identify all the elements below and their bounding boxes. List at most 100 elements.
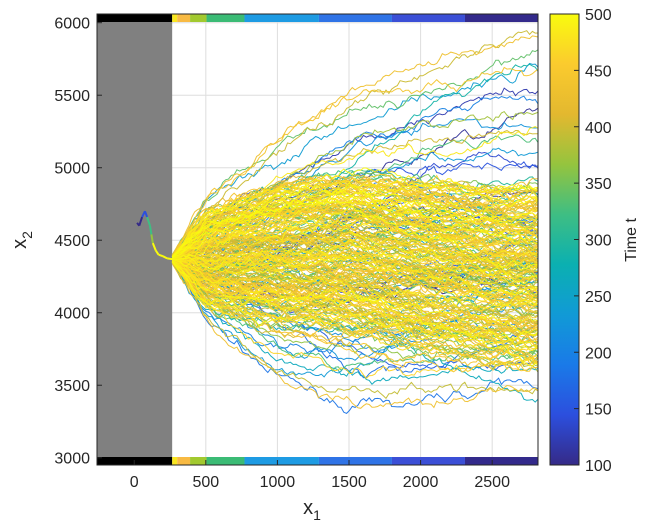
plot-frame: [96, 13, 539, 466]
x-tick-label: 1000: [260, 474, 296, 491]
trajectory-line: [171, 126, 538, 257]
trajectory-line: [171, 214, 538, 259]
trajectory-line: [171, 173, 538, 258]
y-axis-label: x2: [9, 231, 35, 249]
y-axis-ticks: 3000 3500 4000 4500 5000 5500 6000: [54, 16, 102, 468]
trajectory-line: [172, 243, 538, 280]
y-tick-label: 3000: [54, 451, 90, 468]
bottom-time-bar-segment: [206, 457, 245, 465]
trajectory-line: [171, 174, 538, 257]
bottom-time-bar-segment: [177, 457, 191, 465]
colorbar-tick-label: 400: [585, 120, 612, 137]
trajectory-line: [171, 191, 538, 260]
trajectory-line: [171, 66, 538, 256]
colorbar-tick-label: 250: [585, 289, 612, 306]
bottom-time-bar-segment: [391, 457, 465, 465]
trajectory-line: [171, 261, 538, 371]
bottom-time-bar-segment: [172, 457, 178, 465]
trajectory-line: [171, 259, 538, 298]
early-trajectory-segment: [144, 210, 149, 218]
trajectory-line: [171, 189, 538, 258]
trajectory-line: [171, 262, 538, 380]
trajectory-line: [171, 260, 538, 351]
trajectory-line: [171, 261, 538, 347]
x-tick-label: 2000: [403, 474, 439, 491]
trajectory-line: [171, 262, 538, 403]
y-tick-label: 3500: [54, 378, 90, 395]
early-trajectory-segment: [154, 249, 160, 256]
x-axis-label: x1: [303, 497, 321, 523]
colorbar-tick-label: 300: [585, 233, 612, 250]
trajectory-line: [171, 261, 538, 367]
trajectory-line: [171, 263, 538, 400]
trajectory-line: [172, 224, 538, 285]
trajectory-line: [172, 245, 538, 274]
trajectory-line: [171, 167, 538, 258]
colorbar-tick-label: 150: [585, 402, 612, 419]
top-time-bar-segment: [206, 14, 245, 22]
y-tick-label: 5500: [54, 88, 90, 105]
top-time-bar-segment: [391, 14, 465, 22]
bottom-time-bar-segment: [464, 457, 538, 465]
colorbar-tick-label: 200: [585, 345, 612, 362]
shaded-region: [97, 14, 173, 465]
top-time-bar-segment: [172, 14, 178, 22]
early-trajectory-segment: [162, 255, 168, 260]
trajectory-line: [172, 251, 538, 291]
trajectory-line: [171, 198, 538, 271]
y-tick-label: 4500: [54, 233, 90, 250]
trajectory-line: [172, 245, 538, 264]
x-axis-ticks: 0 500 1000 1500 2000 2500: [130, 460, 510, 491]
trajectory-line: [171, 260, 538, 329]
trajectory-line: [172, 256, 538, 297]
trajectory-line: [172, 238, 538, 279]
trajectory-line: [171, 35, 538, 256]
colorbar-tick-label: 100: [585, 458, 612, 475]
trajectory-line: [171, 261, 538, 370]
trajectory-line: [171, 263, 538, 409]
bottom-time-bar-segment: [318, 457, 392, 465]
early-trajectory-segment: [151, 242, 157, 251]
shaded-region-rect: [97, 14, 173, 465]
trajectory-line: [172, 200, 538, 259]
trajectory-line: [171, 261, 538, 357]
early-trajectory-segment: [150, 234, 154, 244]
early-trajectory-segment: [146, 216, 151, 227]
trajectory-line: [171, 188, 538, 258]
bottom-time-bar-segment: [244, 457, 319, 465]
trajectory-lines: [136, 30, 538, 414]
x-tick-label: 2500: [474, 474, 510, 491]
trajectory-line: [171, 261, 538, 364]
x-tick-label: 1500: [331, 474, 367, 491]
trajectory-line: [171, 260, 538, 310]
trajectory-line: [171, 260, 538, 318]
trajectory-line: [171, 260, 538, 336]
colorbar-tick-label: 500: [585, 7, 612, 24]
trajectory-line: [171, 224, 538, 259]
early-trajectory-segment: [158, 253, 164, 258]
colorbar-tick-label: 350: [585, 176, 612, 193]
colorbar-ticks: 100 150 200 250 300 350 400 450 500: [574, 7, 612, 475]
top-time-bar-segment: [190, 14, 207, 22]
colorbar-tick-label: 450: [585, 63, 612, 80]
early-trajectory-segment: [148, 225, 153, 235]
y-tick-label: 4000: [54, 306, 90, 323]
x-tick-label: 0: [130, 474, 139, 491]
x-tick-label: 500: [192, 474, 219, 491]
top-time-bar-segment: [97, 14, 173, 22]
trajectory-line: [171, 259, 538, 307]
trajectory-line: [172, 234, 538, 262]
trajectory-line: [171, 263, 538, 414]
trajectory-line: [171, 193, 538, 258]
trajectory-line: [172, 253, 538, 290]
trajectory-line: [171, 261, 538, 361]
early-trajectory-segment: [138, 216, 144, 227]
trajectory-line: [171, 260, 538, 302]
trajectory-line: [171, 49, 538, 256]
trajectory-line: [172, 237, 538, 268]
bottom-time-bar-segment: [190, 457, 207, 465]
trajectory-line: [171, 262, 538, 385]
y-tick-label: 6000: [54, 16, 90, 33]
trajectory-line: [171, 262, 538, 378]
